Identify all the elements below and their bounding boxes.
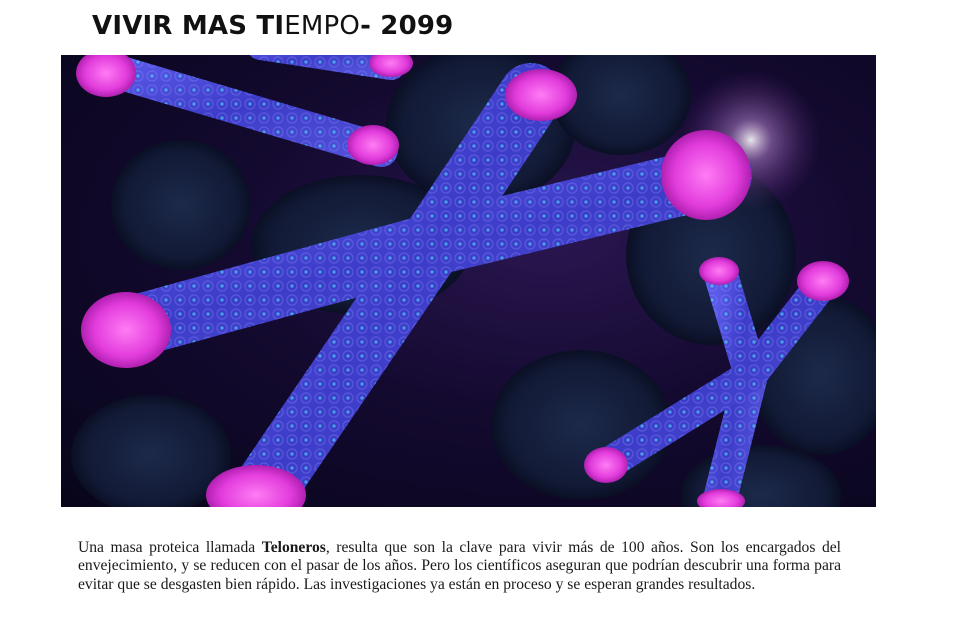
chromosome-illustration xyxy=(71,55,876,507)
chromosome-right xyxy=(584,257,849,507)
paragraph-intro: Una masa proteica llamada xyxy=(78,539,262,556)
paragraph-rest: , resulta que son la clave para vivir má… xyxy=(78,539,842,593)
chromosome-top-left xyxy=(76,55,413,167)
page-title: VIVIR MAS TIEMPO- 2099 xyxy=(92,10,453,42)
title-part-2: EMPO xyxy=(284,11,361,41)
paragraph-keyword: Teloneros xyxy=(261,539,326,556)
title-part-1: VIVIR MAS TI xyxy=(92,11,285,41)
chromosome-image xyxy=(61,55,876,507)
title-part-3: - 2099 xyxy=(360,11,454,41)
chromosome-center xyxy=(81,63,752,507)
article-paragraph: Una masa proteica llamada Teloneros, res… xyxy=(78,539,841,594)
